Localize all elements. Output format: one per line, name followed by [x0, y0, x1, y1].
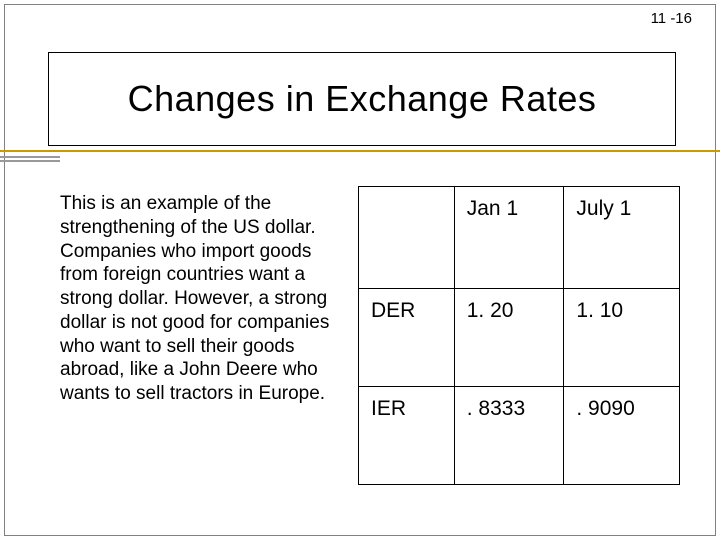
exchange-rate-table: Jan 1 July 1 DER 1. 20 1. 10 IER . 8333 … [358, 186, 680, 485]
table-cell: 1. 20 [454, 289, 564, 387]
page-number: 11 -16 [651, 10, 692, 27]
table-cell: July 1 [564, 187, 680, 289]
accent-line-gray-1 [0, 156, 60, 158]
body-paragraph: This is an example of the strengthening … [60, 192, 338, 406]
table-cell: IER [359, 387, 455, 485]
table-row: DER 1. 20 1. 10 [359, 289, 680, 387]
table-cell: DER [359, 289, 455, 387]
slide-title: Changes in Exchange Rates [128, 78, 597, 120]
table-cell: . 8333 [454, 387, 564, 485]
table-cell: 1. 10 [564, 289, 680, 387]
accent-line-gold [0, 150, 720, 152]
table-row: IER . 8333 . 9090 [359, 387, 680, 485]
title-box: Changes in Exchange Rates [48, 52, 676, 146]
table-row: Jan 1 July 1 [359, 187, 680, 289]
table-cell: . 9090 [564, 387, 680, 485]
table-cell: Jan 1 [454, 187, 564, 289]
accent-line-gray-2 [0, 160, 60, 162]
table-cell [359, 187, 455, 289]
